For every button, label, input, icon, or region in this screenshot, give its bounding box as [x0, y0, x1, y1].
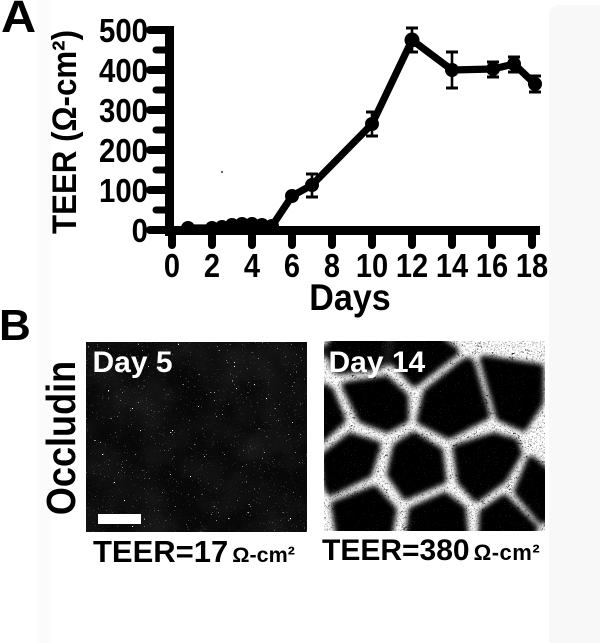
- svg-text:200: 200: [99, 132, 148, 169]
- svg-text:Day 5: Day 5: [93, 346, 173, 379]
- svg-text:16: 16: [476, 247, 508, 284]
- svg-text:300: 300: [99, 92, 148, 129]
- svg-text:8: 8: [324, 247, 340, 284]
- svg-text:400: 400: [99, 52, 148, 89]
- svg-text:Occludin: Occludin: [39, 361, 85, 515]
- svg-text:Days: Days: [309, 277, 390, 319]
- svg-text:18: 18: [516, 247, 548, 284]
- svg-text:0: 0: [164, 247, 180, 284]
- svg-text:12: 12: [396, 247, 428, 284]
- svg-text:14: 14: [436, 247, 469, 284]
- svg-text:4: 4: [244, 247, 261, 284]
- svg-text:100: 100: [99, 172, 148, 209]
- svg-text:500: 500: [99, 12, 148, 49]
- svg-text:Day 14: Day 14: [329, 346, 426, 379]
- svg-text:10: 10: [356, 247, 388, 284]
- svg-text:6: 6: [284, 247, 300, 284]
- svg-text:0: 0: [132, 212, 148, 249]
- svg-text:2: 2: [204, 247, 220, 284]
- svg-text:TEER (Ω-cm²): TEER (Ω-cm²): [45, 30, 84, 234]
